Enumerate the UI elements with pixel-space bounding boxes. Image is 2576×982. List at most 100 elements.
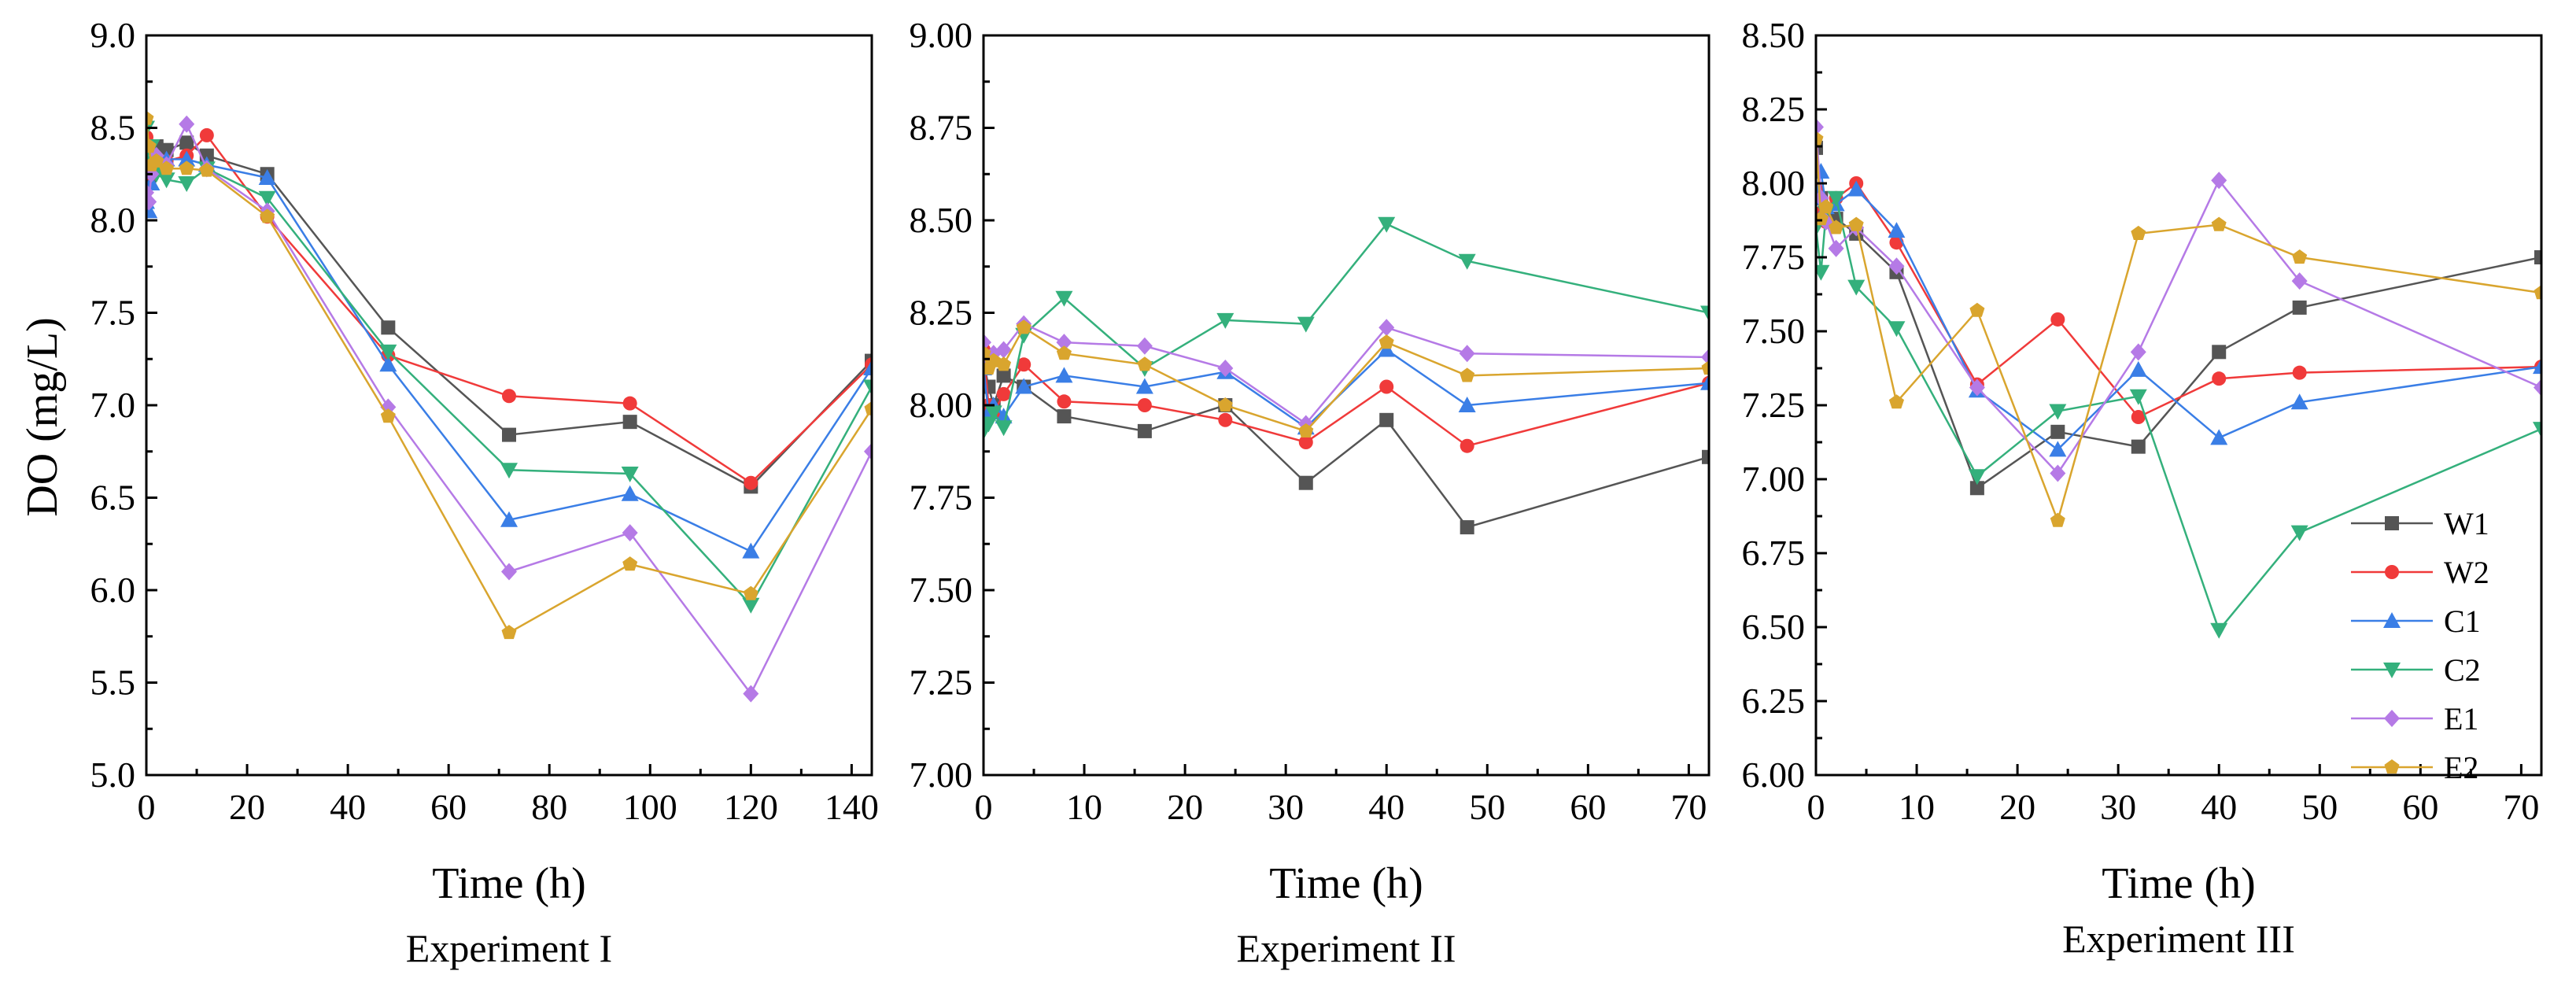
data-point-e1	[146, 193, 157, 211]
data-point-e1	[995, 341, 1012, 359]
data-point-w2	[744, 475, 758, 490]
data-point-c2	[1458, 253, 1476, 270]
legend-marker-c2	[2383, 663, 2401, 678]
data-point-c2	[500, 463, 518, 479]
data-point-e1	[2130, 343, 2146, 361]
data-point-w1	[622, 415, 637, 430]
y-tick-label: 8.75	[910, 108, 973, 148]
y-tick-label: 7.5	[90, 293, 136, 333]
data-point-w2	[622, 396, 637, 411]
series-line-c1	[984, 348, 1709, 429]
data-point-w1	[2534, 250, 2541, 264]
x-tick-label: 10	[1066, 787, 1102, 827]
data-point-e2	[2131, 225, 2146, 240]
data-point-e1	[984, 334, 991, 352]
legend-item-c1: C1	[2351, 604, 2481, 639]
y-tick-label: 8.50	[1742, 15, 1806, 55]
data-point-c1	[1015, 378, 1033, 394]
data-point-e1	[1701, 348, 1709, 366]
y-tick-label: 7.50	[1742, 311, 1806, 351]
data-point-e1	[2534, 378, 2541, 397]
data-point-e2	[1460, 367, 1475, 382]
data-point-c2	[1297, 316, 1315, 333]
data-point-e1	[1136, 337, 1153, 355]
data-point-w1	[502, 427, 516, 442]
y-tick-label: 8.5	[90, 108, 136, 148]
series-line-w1	[1816, 147, 2541, 490]
data-point-w2	[2212, 371, 2227, 386]
legend-label: E2	[2444, 750, 2478, 785]
data-point-e1	[1816, 118, 1824, 136]
data-point-e2	[1816, 211, 1829, 226]
x-tick-label: 70	[2503, 787, 2539, 827]
data-point-c1	[863, 360, 872, 375]
data-point-c2	[2049, 404, 2067, 420]
legend-marker-e2	[2384, 759, 2400, 774]
data-point-e1	[1056, 334, 1072, 352]
x-tick-label: 0	[975, 787, 993, 827]
panel-1: 5.0 5.5 6.0 6.5 7.0 7.5 8.0 8.5 9.0 0 20 40 60 80 100 1…	[90, 15, 879, 970]
y-tick-label: 7.75	[1742, 237, 1806, 277]
x-tick-label: 30	[1268, 787, 1304, 827]
data-point-c2	[984, 405, 1002, 422]
series-line-c1	[1816, 171, 2541, 452]
data-point-c2	[1216, 312, 1234, 329]
data-point-e1	[501, 563, 517, 581]
y-tick-label: 6.00	[1742, 755, 1806, 795]
data-point-e1	[743, 685, 759, 703]
data-point-c2	[2210, 622, 2228, 639]
legend-marker-w1	[2385, 516, 2399, 530]
x-tick-label: 70	[1670, 787, 1707, 827]
data-point-c1	[1888, 222, 1906, 238]
data-point-e1	[1888, 257, 1905, 275]
data-point-e2	[864, 401, 872, 415]
y-tick-label: 6.5	[90, 478, 136, 518]
data-point-w2	[1017, 357, 1032, 372]
data-point-w1	[2050, 424, 2065, 439]
legend-label: C1	[2444, 604, 2481, 639]
y-tick-label: 6.0	[90, 570, 136, 610]
data-point-e2	[1217, 397, 1233, 412]
data-point-c2	[379, 344, 397, 360]
data-point-w1	[381, 320, 396, 335]
data-point-e1	[2291, 272, 2308, 290]
legend: W1 W2 C1 C2 E1 E2	[2351, 506, 2489, 785]
data-point-w2	[502, 389, 516, 404]
y-tick-label: 6.50	[1742, 607, 1806, 647]
data-point-c1	[742, 542, 760, 559]
data-point-w2	[1460, 438, 1474, 453]
data-point-e1	[179, 115, 195, 133]
data-point-w2	[1137, 398, 1152, 412]
x-tick-label: 30	[2100, 787, 2136, 827]
data-point-w1	[1702, 449, 1709, 464]
y-axis-title: DO (mg/L)	[18, 317, 67, 517]
data-point-w1	[1379, 412, 1394, 427]
data-point-e1	[1378, 319, 1395, 337]
data-point-e2	[501, 625, 517, 640]
data-point-c1	[1378, 341, 1396, 357]
data-point-e1	[622, 524, 638, 542]
x-tick-label: 60	[2402, 787, 2438, 827]
x-tick-label: 140	[825, 787, 879, 827]
y-tick-label: 8.0	[90, 200, 136, 240]
series-line-c1	[146, 154, 872, 553]
plot-frame	[145, 34, 873, 777]
plot-area	[1816, 118, 2541, 639]
data-point-c2	[742, 597, 760, 614]
data-point-w1	[1057, 409, 1072, 424]
data-point-w2	[1057, 394, 1072, 409]
data-point-e2	[1137, 356, 1153, 371]
data-point-e2	[179, 161, 194, 175]
data-point-c2	[2129, 389, 2147, 405]
data-point-w1	[1137, 423, 1152, 438]
data-point-e2	[146, 138, 157, 153]
data-point-e2	[1829, 220, 1844, 234]
data-point-e2	[2050, 512, 2065, 527]
legend-item-w1: W1	[2351, 506, 2489, 541]
data-point-w2	[1298, 435, 1313, 449]
x-tick-label: 100	[623, 787, 677, 827]
legend-label: C2	[2444, 652, 2481, 688]
data-point-c2	[157, 172, 175, 189]
data-point-c1	[2049, 441, 2067, 457]
